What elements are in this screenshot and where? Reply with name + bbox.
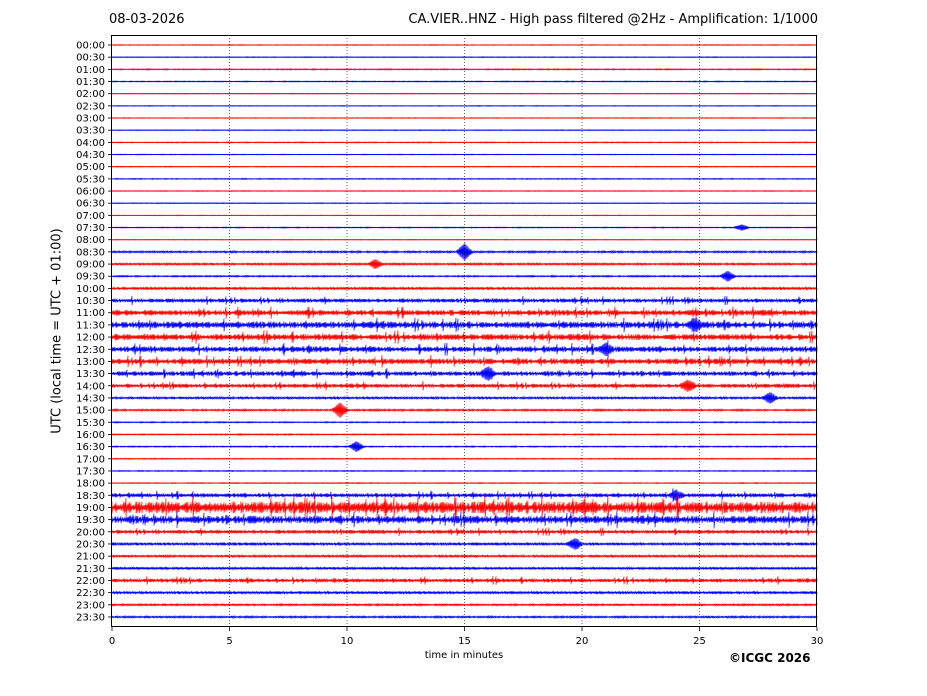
y-tick-label: 10:00 — [76, 284, 105, 295]
y-tick-label: 20:00 — [76, 527, 105, 538]
y-tick-label: 14:00 — [76, 381, 105, 392]
y-tick-label: 22:30 — [76, 588, 105, 599]
y-tick-label: 08:00 — [76, 235, 105, 246]
y-tick-label: 09:00 — [76, 260, 105, 271]
x-tick-label: 0 — [109, 636, 115, 647]
x-axis-label: time in minutes — [424, 650, 504, 661]
x-tick-label: 10 — [341, 636, 354, 647]
trace-1230 — [111, 340, 818, 359]
y-tick-label: 00:30 — [76, 53, 105, 64]
y-tick-label: 05:00 — [76, 162, 105, 173]
x-tick-label: 5 — [226, 636, 232, 647]
y-tick-label: 02:00 — [76, 89, 105, 100]
trace-group — [111, 43, 818, 620]
y-tick-label: 06:00 — [76, 187, 105, 198]
chart-title: CA.VIER..HNZ - High pass filtered @2Hz -… — [408, 12, 818, 27]
y-tick-label: 13:30 — [76, 369, 105, 380]
y-tick-label: 10:30 — [76, 296, 105, 307]
y-tick-label: 11:30 — [76, 320, 105, 331]
x-tick-label: 25 — [693, 636, 706, 647]
y-tick-label: 18:00 — [76, 479, 105, 490]
y-tick-label: 01:00 — [76, 65, 105, 76]
y-tick-label: 01:30 — [76, 77, 105, 88]
y-tick-label: 07:00 — [76, 211, 105, 222]
y-tick-label: 05:30 — [76, 174, 105, 185]
y-tick-label: 02:30 — [76, 101, 105, 112]
x-tick-label: 30 — [811, 636, 824, 647]
y-tick-label: 16:00 — [76, 430, 105, 441]
y-tick-label: 23:30 — [76, 612, 105, 623]
y-tick-label: 23:00 — [76, 600, 105, 611]
y-tick-label: 16:30 — [76, 442, 105, 453]
y-tick-label: 15:30 — [76, 418, 105, 429]
y-tick-label: 04:00 — [76, 138, 105, 149]
plot-frame — [111, 35, 817, 627]
y-tick-label: 19:00 — [76, 503, 105, 514]
y-tick-label: 22:00 — [76, 576, 105, 587]
y-tick-label: 12:30 — [76, 345, 105, 356]
y-tick-label: 19:30 — [76, 515, 105, 526]
y-tick-label: 13:00 — [76, 357, 105, 368]
y-tick-label: 14:30 — [76, 393, 105, 404]
y-tick-label: 15:00 — [76, 406, 105, 417]
y-tick-label: 12:00 — [76, 333, 105, 344]
date-label: 08-03-2026 — [109, 12, 185, 27]
y-tick-label: 20:30 — [76, 539, 105, 550]
y-tick-label: 03:00 — [76, 114, 105, 125]
trace-2200 — [111, 576, 818, 585]
y-tick-label: 06:30 — [76, 199, 105, 210]
y-tick-label: 21:00 — [76, 552, 105, 563]
x-tick-label: 20 — [576, 636, 589, 647]
y-tick-label: 18:30 — [76, 491, 105, 502]
y-tick-label: 00:00 — [76, 41, 105, 52]
grid-group — [229, 35, 700, 627]
y-tick-label: 09:30 — [76, 272, 105, 283]
y-tick-label: 07:30 — [76, 223, 105, 234]
y-tick-label: 11:00 — [76, 308, 105, 319]
x-tick-group: 0 5 10 15 20 25 30 — [109, 627, 824, 647]
y-tick-label: 17:00 — [76, 454, 105, 465]
y-tick-label: 04:30 — [76, 150, 105, 161]
y-tick-label: 21:30 — [76, 564, 105, 575]
y-tick-label: 03:30 — [76, 126, 105, 137]
copyright-label: ©ICGC 2026 — [729, 651, 811, 665]
y-tick-label: 08:30 — [76, 247, 105, 258]
x-tick-label: 15 — [458, 636, 471, 647]
y-tick-label: 17:30 — [76, 466, 105, 477]
